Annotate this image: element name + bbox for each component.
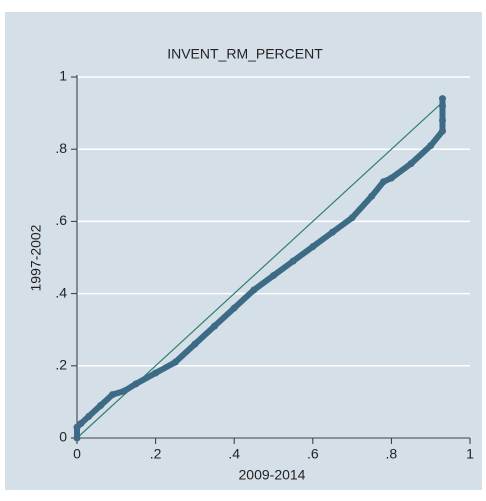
point bbox=[108, 391, 116, 399]
x-tick-label: 1 bbox=[466, 446, 474, 462]
point bbox=[171, 358, 179, 366]
point bbox=[438, 127, 446, 135]
series-line bbox=[74, 95, 446, 441]
point bbox=[427, 142, 435, 150]
point bbox=[250, 286, 258, 294]
point bbox=[438, 116, 446, 124]
x-tick-label: .8 bbox=[386, 446, 398, 462]
point bbox=[348, 214, 356, 222]
y-tick-label: .6 bbox=[55, 212, 67, 228]
point bbox=[230, 304, 238, 312]
point bbox=[368, 192, 376, 200]
point bbox=[387, 174, 395, 182]
point bbox=[380, 178, 388, 186]
point bbox=[438, 102, 446, 110]
y-tick-label: .2 bbox=[55, 357, 67, 373]
graph-region bbox=[5, 12, 482, 490]
x-tick-label: .4 bbox=[228, 446, 240, 462]
chart-title: INVENT_RM_PERCENT bbox=[167, 46, 323, 62]
y-tick-label: .8 bbox=[55, 140, 67, 156]
point bbox=[270, 272, 277, 280]
x-tick-label: .2 bbox=[150, 446, 162, 462]
y-tick-label: 1 bbox=[59, 68, 67, 84]
point bbox=[289, 257, 297, 265]
point bbox=[309, 243, 317, 251]
y-axis-label: 1997-2002 bbox=[28, 224, 44, 291]
point bbox=[438, 95, 446, 103]
point bbox=[191, 340, 199, 348]
point bbox=[85, 412, 93, 420]
y-tick-label: .4 bbox=[55, 284, 67, 300]
point bbox=[407, 160, 415, 168]
point bbox=[120, 387, 128, 395]
point bbox=[132, 380, 140, 388]
point bbox=[328, 228, 336, 236]
point bbox=[73, 434, 81, 442]
x-axis-label: 2009-2014 bbox=[239, 467, 306, 483]
x-tick-label: 0 bbox=[73, 446, 81, 462]
x-tick-label: .6 bbox=[307, 446, 319, 462]
point bbox=[152, 369, 160, 377]
point bbox=[211, 322, 219, 330]
point bbox=[97, 402, 105, 410]
point bbox=[77, 420, 85, 428]
y-tick-label: 0 bbox=[59, 429, 67, 445]
